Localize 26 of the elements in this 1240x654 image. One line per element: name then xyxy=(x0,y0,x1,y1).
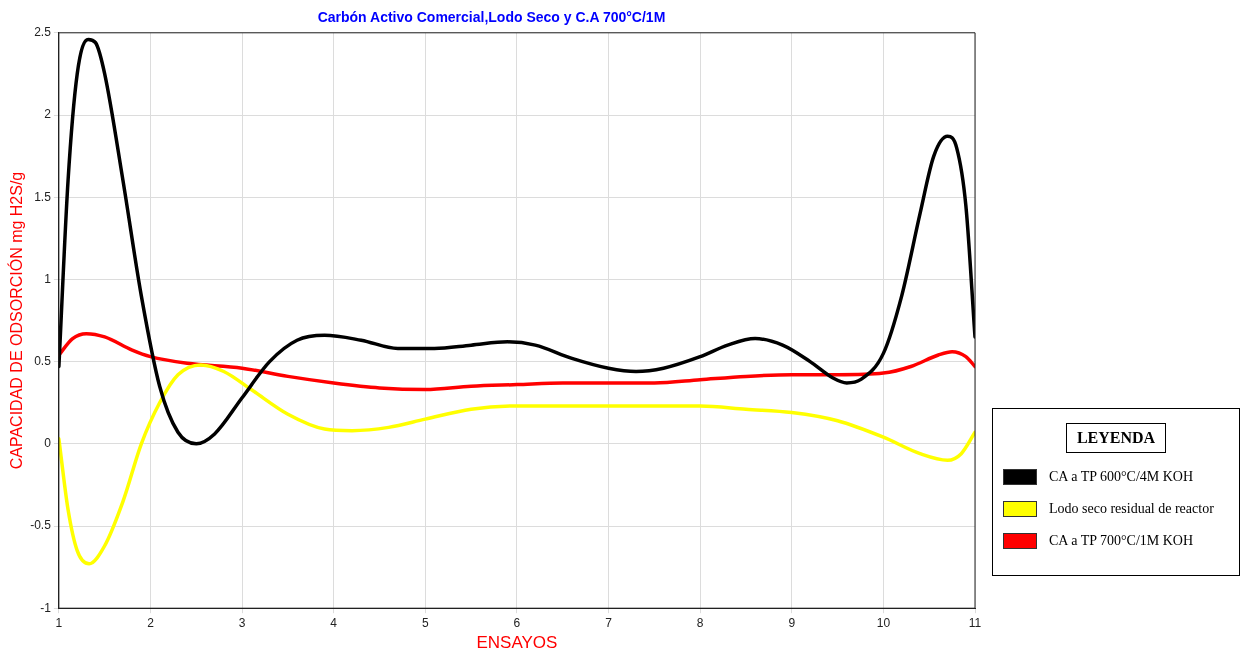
x-axis-title: ENSAYOS xyxy=(476,633,558,653)
x-tick-label: 6 xyxy=(513,615,521,630)
x-tick-label: 7 xyxy=(605,615,613,630)
x-tick-label: 8 xyxy=(696,615,704,630)
x-tick-label: 1 xyxy=(55,615,63,630)
y-axis-title: CAPACIDAD DE ODSORCIÓN mg H2S/g xyxy=(7,171,26,470)
legend-label: CA a TP 700°C/1M KOH xyxy=(1049,533,1194,549)
chart-title: Carbón Activo Comercial,Lodo Seco y C.A 700°C/1M xyxy=(317,9,666,26)
x-tick-label: 5 xyxy=(421,615,429,630)
y-tick-label: 0.5 xyxy=(34,353,52,368)
y-tick-label: 2 xyxy=(44,107,52,122)
x-tick-label: 10 xyxy=(876,615,891,630)
y-tick-label: 1.5 xyxy=(34,189,52,204)
x-tick-label: 4 xyxy=(330,615,338,630)
y-tick-label: 0 xyxy=(44,436,52,451)
x-tick-label: 2 xyxy=(147,615,155,630)
y-tick-label: -1 xyxy=(40,600,52,615)
legend-label: Lodo seco residual de reactor xyxy=(1049,501,1214,517)
x-tick-label: 11 xyxy=(968,615,982,630)
y-tick-label: 2.5 xyxy=(34,25,52,40)
y-tick-label: 1 xyxy=(44,271,52,286)
x-tick-label: 9 xyxy=(788,615,796,630)
y-tick-label: -0.5 xyxy=(30,518,52,533)
legend-label: CA a TP 600°C/4M KOH xyxy=(1049,469,1194,485)
legend-title: LEYENDA xyxy=(1065,423,1167,453)
x-tick-label: 3 xyxy=(238,615,246,630)
